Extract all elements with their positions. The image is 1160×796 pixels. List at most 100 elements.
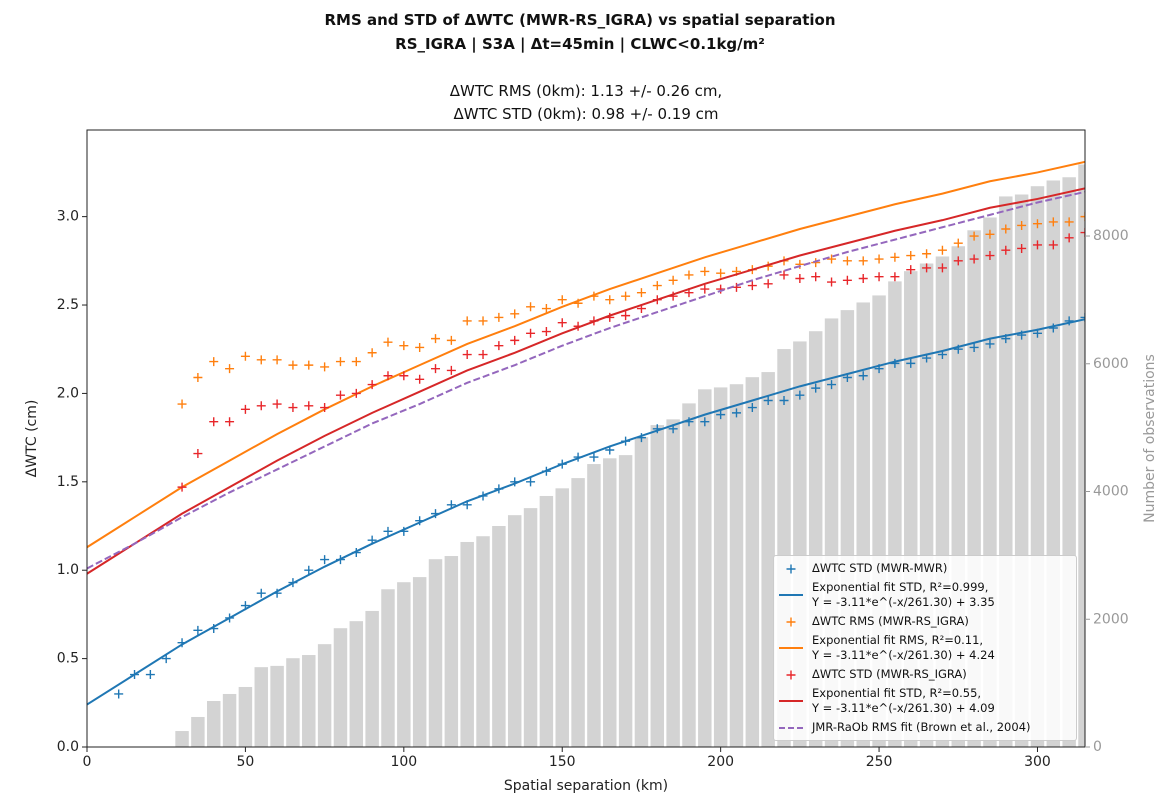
scatter-point (906, 251, 916, 261)
scatter-point (335, 357, 345, 367)
scatter-point (1080, 212, 1085, 222)
scatter-point (415, 342, 425, 352)
scatter-point (1017, 243, 1027, 253)
scatter-point (383, 371, 393, 381)
bar (270, 665, 284, 747)
scatter-point (383, 337, 393, 347)
scatter-point (193, 449, 203, 459)
scatter-point (272, 355, 282, 365)
bar (317, 644, 332, 747)
scatter-point (335, 390, 345, 400)
legend-key (779, 594, 803, 596)
bar (618, 455, 633, 747)
fit-line (87, 187, 1085, 575)
scatter-point (399, 341, 409, 351)
y-tick-label: 3.0 (57, 209, 79, 225)
legend-key (786, 670, 796, 679)
scatter-point (842, 275, 852, 285)
scatter-point (526, 477, 536, 487)
bar (476, 536, 490, 747)
bar (555, 488, 569, 747)
x-tick-label: 150 (549, 754, 576, 770)
scatter-point (557, 295, 567, 305)
scatter-point (240, 404, 250, 414)
scatter-point (827, 254, 837, 264)
scatter-point (288, 360, 298, 370)
scatter-point (684, 270, 694, 280)
bar (507, 515, 522, 747)
scatter-point (288, 403, 298, 413)
scatter-point (367, 380, 377, 390)
y-tick-label: 2.5 (57, 297, 79, 313)
legend-item: Exponential fit STD, R²=0.999, Y = -3.11… (774, 578, 1076, 612)
scatter-point (953, 256, 963, 266)
scatter-point (304, 401, 314, 411)
scatter-point (541, 304, 551, 314)
scatter-point (731, 408, 741, 418)
legend-label: Exponential fit RMS, R²=0.11, Y = -3.11*… (812, 633, 995, 662)
scatter-point (827, 380, 837, 390)
x-axis-label: Spatial separation (km) (504, 778, 668, 794)
scatter-point (320, 403, 330, 413)
scatter-point (431, 334, 441, 344)
scatter-point (320, 362, 330, 372)
scatter-point (510, 309, 520, 319)
bar (698, 389, 712, 747)
bar (713, 387, 728, 747)
x-tick-label: 250 (866, 754, 893, 770)
scatter-point (1001, 245, 1011, 255)
scatter-point (1048, 323, 1058, 333)
legend-item: ΔWTC STD (MWR-MWR) (774, 559, 1076, 578)
scatter-point (431, 364, 441, 374)
scatter-point (937, 245, 947, 255)
scatter-point (256, 355, 266, 365)
y-axis-label: ΔWTC (cm) (24, 400, 40, 478)
scatter-point (320, 555, 330, 565)
bar (397, 582, 411, 747)
scatter-point (763, 395, 773, 405)
scatter-point (399, 371, 409, 381)
scatter-point (351, 357, 361, 367)
y2-tick-label: 2000 (1093, 611, 1129, 627)
y2-axis-label: Number of observations (1142, 354, 1158, 523)
bar (460, 541, 474, 747)
scatter-point (827, 277, 837, 287)
scatter-point (700, 266, 710, 276)
x-tick-label: 200 (707, 754, 734, 770)
scatter-point (114, 689, 124, 699)
legend-item: Exponential fit STD, R²=0.55, Y = -3.11*… (774, 684, 1076, 718)
legend-marker (786, 564, 796, 573)
bar (333, 628, 348, 747)
bar (286, 658, 300, 747)
scatter-point (906, 265, 916, 275)
scatter-point (716, 268, 726, 278)
scatter-point (1048, 217, 1058, 227)
y2-tick-label: 6000 (1093, 356, 1129, 372)
scatter-point (462, 316, 472, 326)
scatter-point (1064, 217, 1074, 227)
bar (302, 655, 316, 747)
scatter-point (209, 357, 219, 367)
scatter-point (985, 229, 995, 239)
scatter-point (795, 390, 805, 400)
y2-tick-label: 8000 (1093, 228, 1129, 244)
bar (729, 384, 744, 747)
legend-key (779, 647, 803, 649)
bar (381, 589, 395, 747)
scatter-point (209, 417, 219, 427)
bar (666, 419, 680, 747)
legend-label: ΔWTC STD (MWR-RS_IGRA) (812, 667, 967, 681)
scatter-point (763, 279, 773, 289)
bar (222, 693, 237, 747)
scatter-point (1064, 233, 1074, 243)
scatter-point (953, 238, 963, 248)
y2-tick-label: 4000 (1093, 484, 1129, 500)
scatter-point (779, 395, 789, 405)
legend-item: JMR-RaOb RMS fit (Brown et al., 2004) (774, 718, 1076, 737)
scatter-point (526, 302, 536, 312)
scatter-point (874, 254, 884, 264)
scatter-point (858, 274, 868, 284)
scatter-point (969, 254, 979, 264)
scatter-point (589, 452, 599, 462)
scatter-point (177, 399, 187, 409)
